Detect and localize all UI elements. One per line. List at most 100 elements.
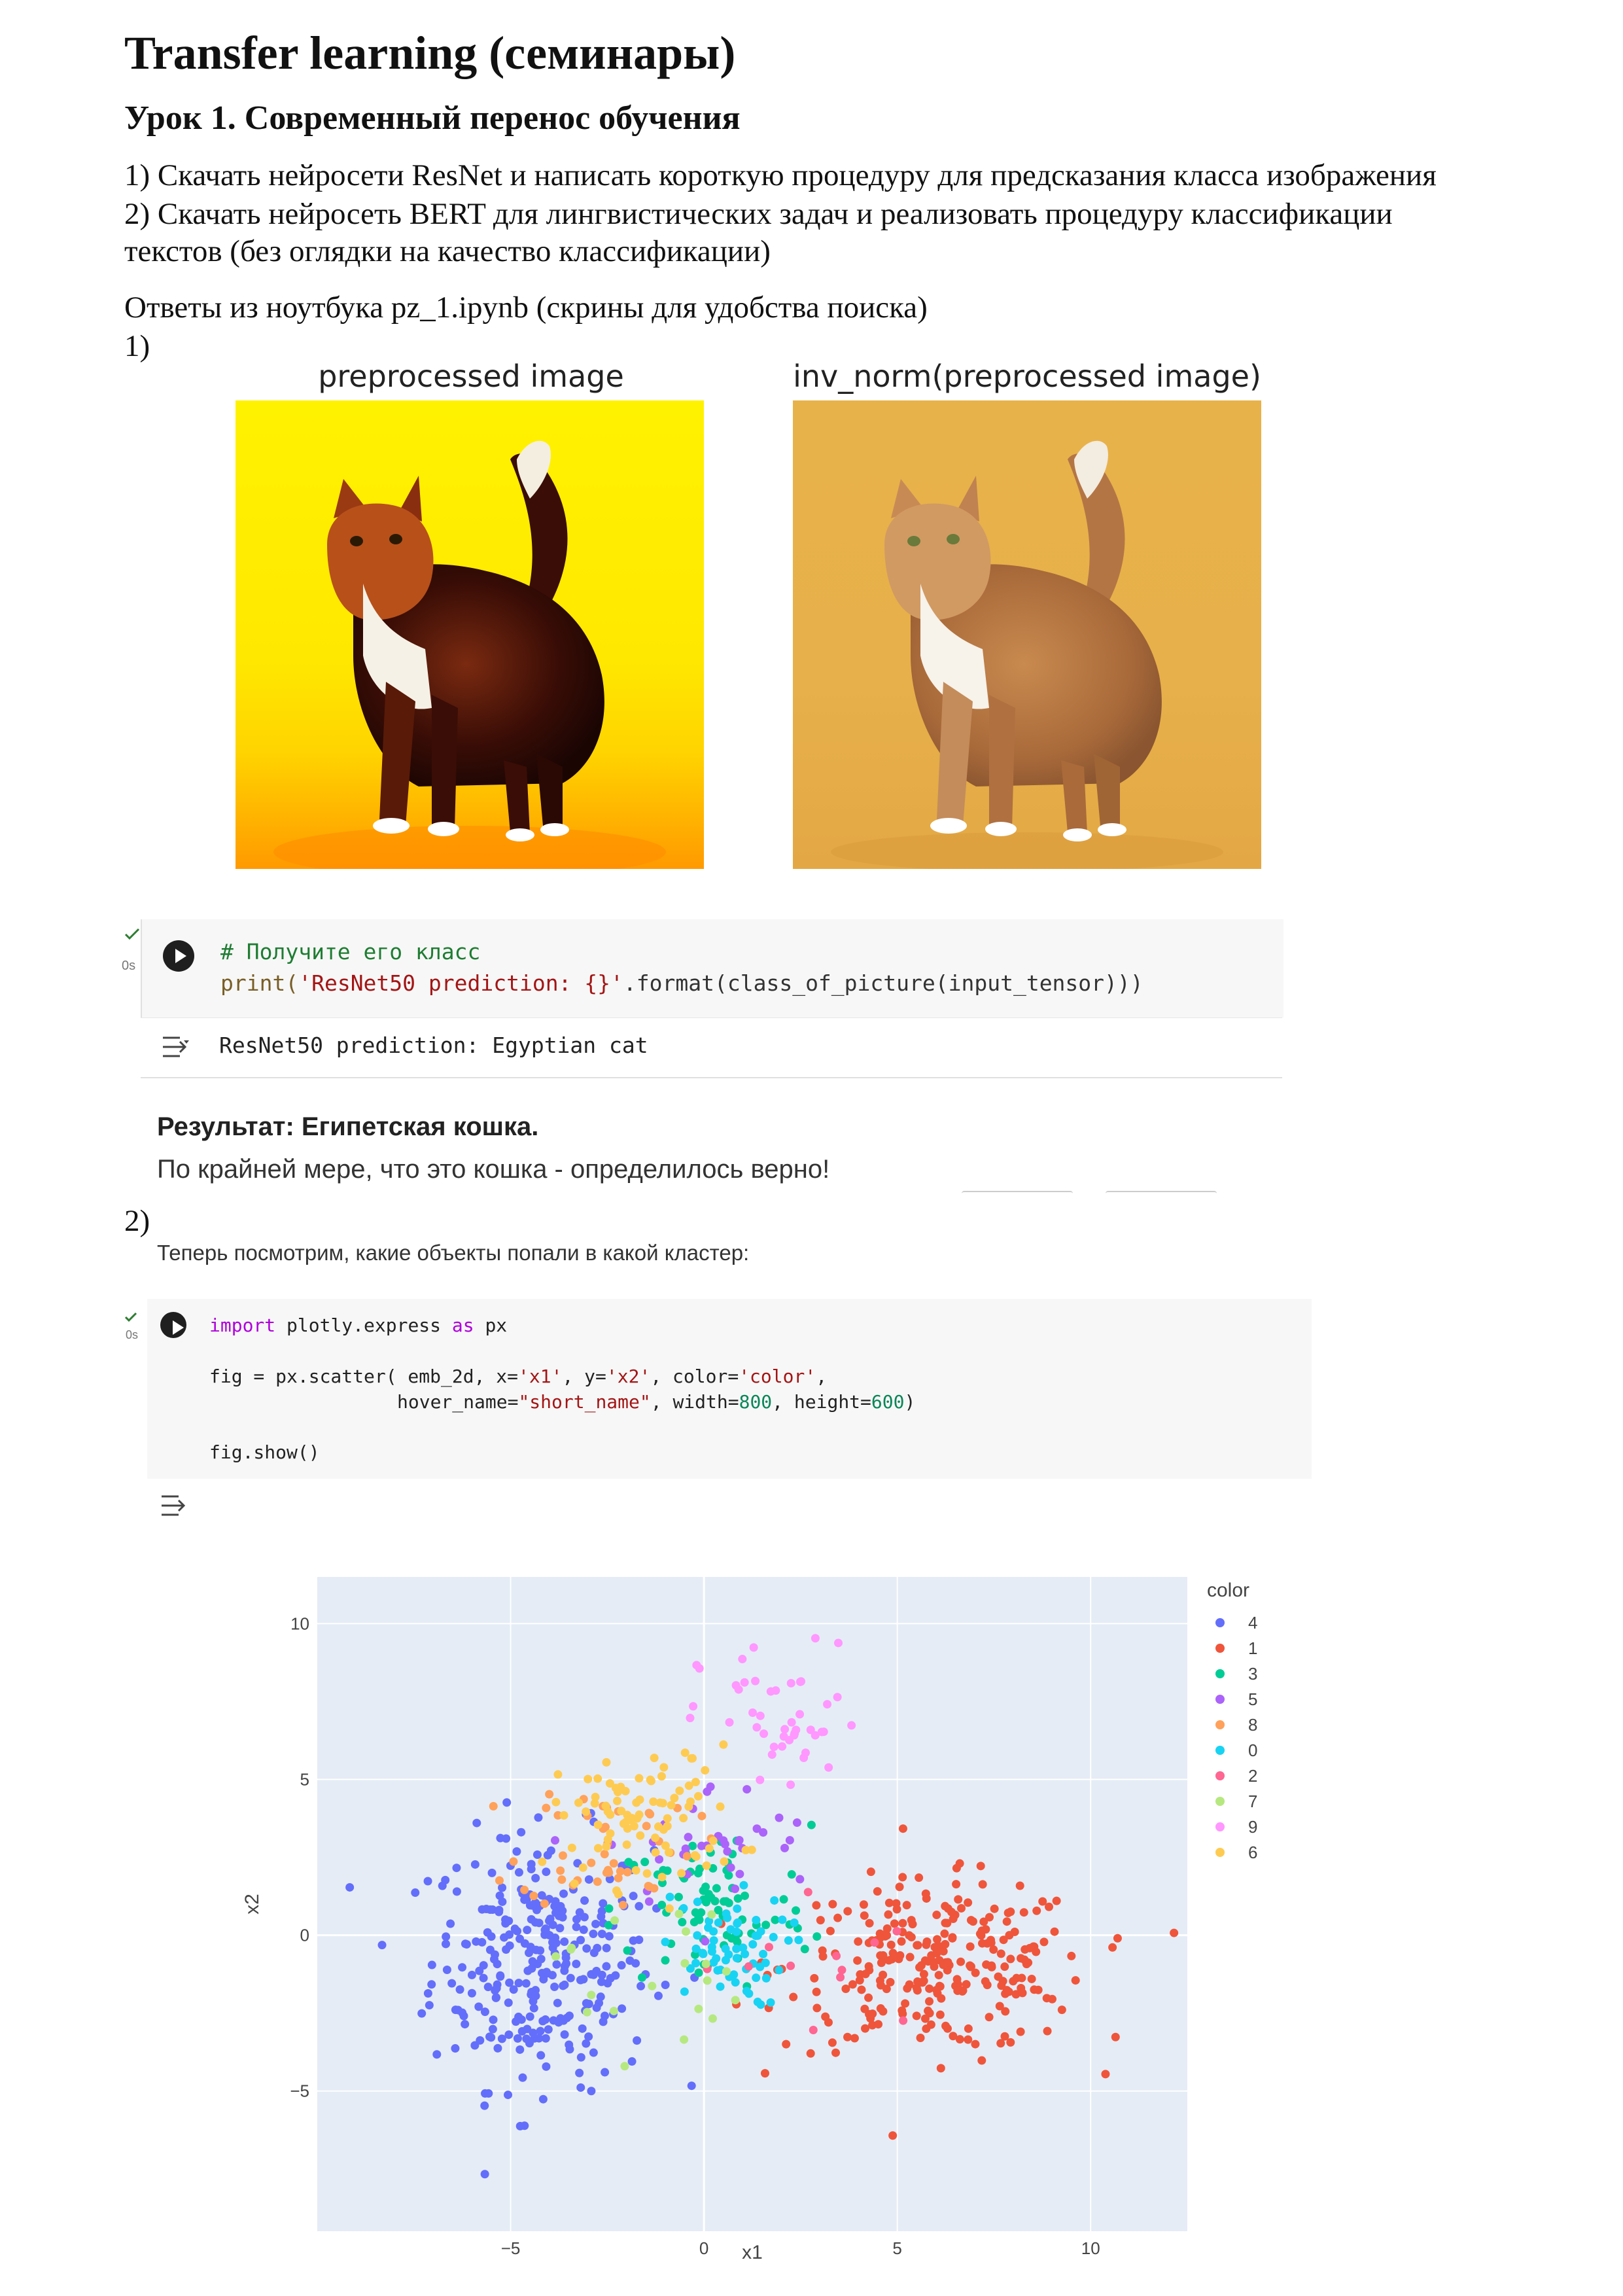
point-color-9[interactable] [767, 1750, 777, 1759]
point-color-3[interactable] [720, 1897, 729, 1906]
point-color-4[interactable] [593, 1943, 602, 1952]
point-color-7[interactable] [707, 1910, 716, 1919]
point-color-4[interactable] [559, 1889, 568, 1898]
legend-marker-5[interactable] [1215, 1695, 1225, 1704]
point-color-0[interactable] [722, 1909, 731, 1918]
point-color-3[interactable] [604, 1904, 614, 1913]
point-color-3[interactable] [807, 1820, 816, 1829]
point-color-1[interactable] [932, 1985, 941, 1994]
run-cell-2-button[interactable] [160, 1312, 186, 1338]
point-color-4[interactable] [536, 2026, 545, 2036]
point-color-4[interactable] [515, 2045, 525, 2054]
point-color-4[interactable] [423, 1989, 432, 1998]
point-color-6[interactable] [636, 1831, 645, 1840]
point-color-2[interactable] [803, 1888, 812, 1897]
point-color-4[interactable] [514, 1868, 523, 1877]
point-color-4[interactable] [510, 1924, 519, 1934]
point-color-2[interactable] [809, 2025, 818, 2034]
point-color-1[interactable] [879, 1970, 888, 1979]
point-color-1[interactable] [876, 1981, 885, 1990]
point-color-1[interactable] [884, 1956, 894, 1965]
point-color-6[interactable] [590, 1799, 599, 1808]
point-color-8[interactable] [600, 1850, 609, 1859]
point-color-4[interactable] [541, 1924, 550, 1934]
point-color-3[interactable] [661, 1956, 670, 1965]
point-color-6[interactable] [617, 1807, 626, 1816]
point-color-4[interactable] [528, 1957, 537, 1966]
point-color-1[interactable] [939, 1947, 948, 1956]
point-color-1[interactable] [812, 1987, 821, 1996]
point-color-4[interactable] [467, 1988, 476, 1998]
point-color-5[interactable] [684, 1833, 693, 1842]
point-color-4[interactable] [487, 1868, 497, 1877]
point-color-4[interactable] [589, 1930, 598, 1939]
point-color-1[interactable] [1001, 2007, 1010, 2016]
point-color-1[interactable] [812, 2004, 822, 2013]
point-color-3[interactable] [724, 1871, 733, 1880]
point-color-6[interactable] [649, 1797, 658, 1807]
point-color-2[interactable] [899, 2016, 908, 2025]
point-color-1[interactable] [971, 1968, 980, 1977]
point-color-3[interactable] [714, 1905, 723, 1915]
point-color-4[interactable] [521, 1979, 531, 1988]
point-color-5[interactable] [701, 1937, 710, 1946]
point-color-2[interactable] [870, 1938, 879, 1947]
point-color-1[interactable] [1111, 2032, 1120, 2041]
point-color-4[interactable] [480, 2101, 489, 2110]
point-color-8[interactable] [520, 1885, 529, 1894]
point-color-5[interactable] [759, 1828, 768, 1837]
point-color-1[interactable] [939, 1960, 948, 1969]
point-color-1[interactable] [919, 1976, 928, 1985]
point-color-1[interactable] [953, 1986, 962, 1995]
point-color-6[interactable] [741, 1846, 750, 1855]
point-color-4[interactable] [536, 2051, 546, 2060]
point-color-6[interactable] [606, 1829, 615, 1838]
point-color-4[interactable] [525, 2039, 534, 2048]
point-color-1[interactable] [916, 1961, 926, 1970]
point-color-5[interactable] [550, 1836, 559, 1845]
point-color-4[interactable] [495, 1891, 504, 1900]
legend-label-1[interactable]: 1 [1248, 1638, 1257, 1658]
point-color-0[interactable] [732, 1954, 741, 1963]
point-color-8[interactable] [614, 1873, 623, 1882]
point-color-4[interactable] [556, 1901, 565, 1911]
point-color-4[interactable] [589, 2048, 598, 2057]
point-color-4[interactable] [532, 1945, 541, 1954]
point-color-2[interactable] [837, 1966, 846, 1975]
point-color-4[interactable] [584, 2032, 593, 2041]
point-color-4[interactable] [560, 1966, 569, 1975]
point-color-9[interactable] [786, 1780, 795, 1790]
point-color-1[interactable] [868, 2009, 877, 2019]
point-color-6[interactable] [635, 1810, 644, 1819]
point-color-9[interactable] [785, 1735, 794, 1744]
output-toggle-icon-2[interactable] [159, 1494, 189, 1517]
point-color-4[interactable] [523, 1966, 532, 1975]
point-color-1[interactable] [915, 1873, 924, 1882]
point-color-1[interactable] [925, 1997, 934, 2006]
point-color-8[interactable] [623, 1867, 632, 1877]
point-color-8[interactable] [489, 1802, 498, 1811]
point-color-1[interactable] [902, 1901, 911, 1910]
point-color-1[interactable] [1045, 1902, 1054, 1911]
point-color-4[interactable] [542, 2062, 551, 2071]
point-color-9[interactable] [759, 1729, 769, 1739]
point-color-3[interactable] [623, 1946, 632, 1955]
point-color-0[interactable] [724, 1950, 733, 1959]
point-color-1[interactable] [1042, 1994, 1051, 2003]
point-color-6[interactable] [559, 1810, 568, 1820]
point-color-1[interactable] [898, 1873, 907, 1882]
point-color-4[interactable] [534, 1918, 544, 1928]
point-color-4[interactable] [527, 1865, 536, 1874]
point-color-4[interactable] [518, 2073, 527, 2082]
point-color-4[interactable] [495, 1907, 504, 1916]
point-color-6[interactable] [593, 1774, 602, 1783]
point-color-4[interactable] [455, 1985, 464, 1994]
point-color-4[interactable] [411, 1888, 420, 1898]
point-color-6[interactable] [675, 1786, 684, 1795]
point-color-4[interactable] [517, 1828, 526, 1837]
point-color-1[interactable] [952, 1880, 961, 1889]
point-color-1[interactable] [941, 1939, 950, 1949]
legend-marker-7[interactable] [1215, 1797, 1225, 1806]
point-color-3[interactable] [741, 1891, 750, 1900]
point-color-1[interactable] [853, 1956, 862, 1965]
